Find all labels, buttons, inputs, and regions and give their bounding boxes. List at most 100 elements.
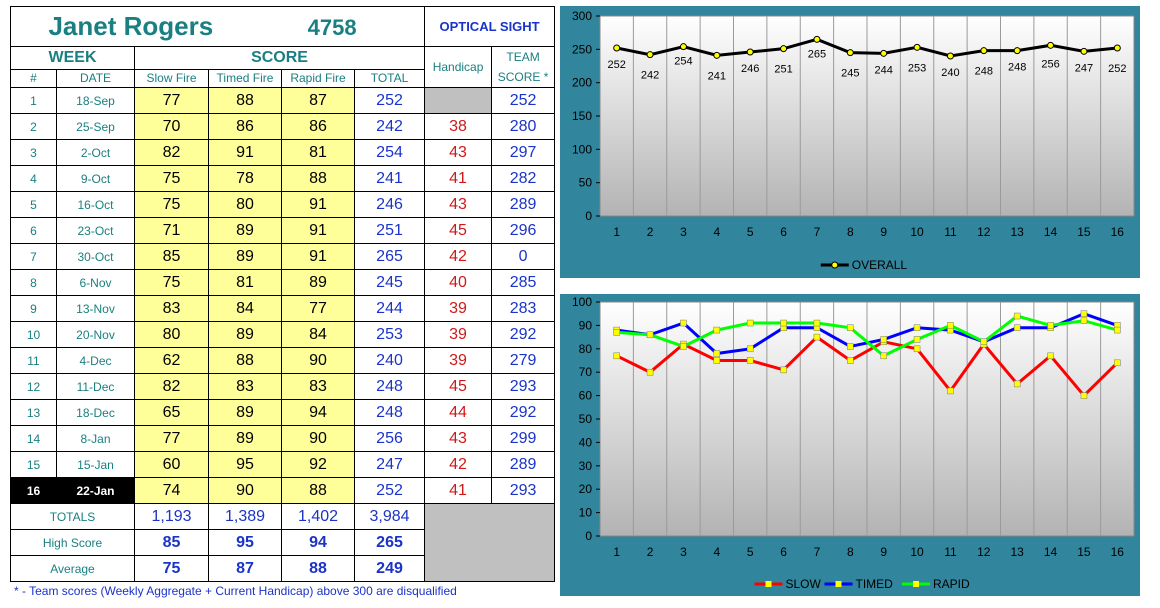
table-row: 7 30-Oct 85 89 91 265 42 0: [10, 243, 556, 270]
x-tick-label: 13: [1011, 545, 1025, 559]
rapid-cell: 91: [281, 191, 355, 218]
data-point: [713, 51, 721, 59]
rapid-cell: 94: [281, 399, 355, 426]
data-point: [980, 47, 988, 55]
rapid-cell: 91: [281, 243, 355, 270]
team-score-cell: 297: [491, 139, 556, 166]
data-point: [1013, 324, 1021, 331]
total-cell: 248: [353, 399, 426, 426]
x-tick-label: 6: [780, 545, 787, 559]
slow-cell: 82: [134, 373, 209, 400]
total-cell: 253: [353, 321, 426, 348]
data-label: 241: [708, 70, 726, 82]
week-number-cell: 4: [10, 165, 57, 192]
x-tick-label: 12: [977, 545, 991, 559]
timed-cell: 89: [208, 243, 282, 270]
data-point: [679, 43, 687, 51]
y-tick-label: 0: [585, 209, 592, 223]
data-point: [746, 345, 754, 353]
slow-cell: 80: [134, 321, 209, 348]
data-point: [613, 329, 620, 336]
summary-label: High Score: [10, 529, 135, 556]
total-cell: 256: [353, 425, 426, 452]
total-cell: 242: [353, 113, 426, 140]
summary-label: TOTALS: [10, 503, 135, 530]
total-cell: 245: [353, 269, 426, 296]
data-point: [713, 326, 721, 334]
data-point: [913, 43, 921, 51]
footnote: * - Team scores (Weekly Aggregate + Curr…: [14, 584, 457, 598]
data-label: 254: [674, 56, 692, 68]
total-cell: 246: [353, 191, 426, 218]
x-tick-label: 13: [1011, 225, 1025, 239]
team-score-cell: 296: [491, 217, 556, 244]
timed-cell: 89: [208, 425, 282, 452]
data-point: [847, 324, 854, 331]
total-cell: 251: [353, 217, 426, 244]
date-cell: 13-Nov: [56, 295, 135, 322]
date-cell: 2-Oct: [56, 139, 135, 166]
shooter-id: 4758: [307, 15, 357, 40]
week-number-cell: 1: [10, 87, 57, 114]
data-point: [780, 366, 787, 374]
date-cell: 23-Oct: [56, 217, 135, 244]
y-tick-label: 50: [579, 412, 593, 426]
y-tick-label: 20: [579, 482, 593, 496]
slow-cell: 75: [134, 165, 209, 192]
team-score-cell: 282: [491, 165, 556, 192]
date-cell: 6-Nov: [56, 269, 135, 296]
team-score-cell: 283: [491, 295, 556, 322]
table-row: 14 8-Jan 77 89 90 256 43 299: [10, 425, 556, 452]
y-tick-label: 50: [579, 176, 593, 190]
x-tick-label: 10: [910, 545, 924, 559]
table-row: 2 25-Sep 70 86 86 242 38 280: [10, 113, 556, 140]
week-number-cell: 7: [10, 243, 57, 270]
x-tick-label: 1: [613, 225, 620, 239]
data-label: 265: [808, 48, 826, 60]
handicap-cell: 41: [424, 477, 493, 504]
handicap-cell: 39: [424, 321, 493, 348]
rapid-cell: 90: [281, 347, 355, 374]
summary-timed: 95: [208, 529, 282, 556]
summary-total: 249: [353, 555, 426, 582]
x-tick-label: 4: [713, 225, 720, 239]
data-point: [746, 357, 754, 364]
data-point: [913, 324, 921, 331]
table-row: 9 13-Nov 83 84 77 244 39 283: [10, 295, 556, 322]
y-tick-label: 0: [585, 529, 592, 543]
y-tick-label: 100: [572, 142, 592, 156]
timed-cell: 84: [208, 295, 282, 322]
date-cell: 9-Oct: [56, 165, 135, 192]
y-tick-label: 30: [579, 459, 593, 473]
timed-cell: 80: [208, 191, 282, 218]
data-point: [880, 336, 887, 343]
team-score-cell: 0: [491, 243, 556, 270]
handicap-cell: 39: [424, 347, 493, 374]
x-tick-label: 15: [1077, 225, 1091, 239]
summary-label: Average: [10, 555, 135, 582]
timed-cell: 81: [208, 269, 282, 296]
summary-timed: 87: [208, 555, 282, 582]
data-point: [713, 350, 721, 357]
data-point: [1047, 322, 1054, 329]
week-number-cell: 9: [10, 295, 57, 322]
summary-slow: 75: [134, 555, 209, 582]
data-point: [1013, 312, 1021, 320]
team-score-cell: 289: [491, 451, 556, 478]
total-cell: 252: [353, 477, 426, 504]
week-number-cell: 8: [10, 269, 57, 296]
data-point: [780, 319, 787, 327]
team-score-cell: 292: [491, 321, 556, 348]
data-point: [646, 368, 654, 376]
team-label: TEAM: [506, 50, 540, 64]
week-number-cell: 14: [10, 425, 57, 452]
timed-cell: 95: [208, 451, 282, 478]
x-tick-label: 10: [910, 225, 924, 239]
table-row: 11 4-Dec 62 88 90 240 39 279: [10, 347, 556, 374]
x-tick-label: 1: [613, 545, 620, 559]
timed-cell: 89: [208, 217, 282, 244]
legend-marker: [913, 581, 919, 587]
slow-cell: 75: [134, 269, 209, 296]
date-cell: 16-Oct: [56, 191, 135, 218]
